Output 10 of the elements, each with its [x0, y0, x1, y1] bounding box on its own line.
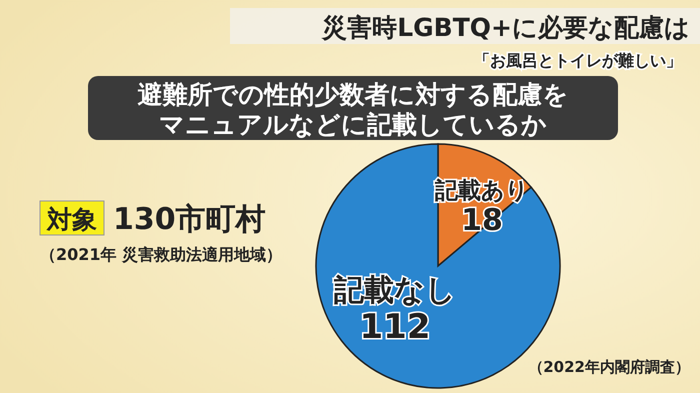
text: 130市町村 [113, 202, 266, 237]
text: （2021年 災害救助法適用地域） [40, 245, 282, 264]
text: 「お風呂とトイレが難しい」 [474, 51, 682, 70]
text: （2022年内閣府調査） [528, 358, 690, 376]
text: 災害時LGBTQ+に必要な配慮は [321, 13, 690, 42]
text: 対象 [46, 205, 97, 234]
chart-subtitle: マニュアルなどに記載しているか [159, 110, 547, 139]
chart-title: 避難所での性的少数者に対する配慮を [138, 80, 568, 109]
slice-label: 記載なし [333, 273, 456, 308]
data-label: 112 [360, 307, 430, 347]
